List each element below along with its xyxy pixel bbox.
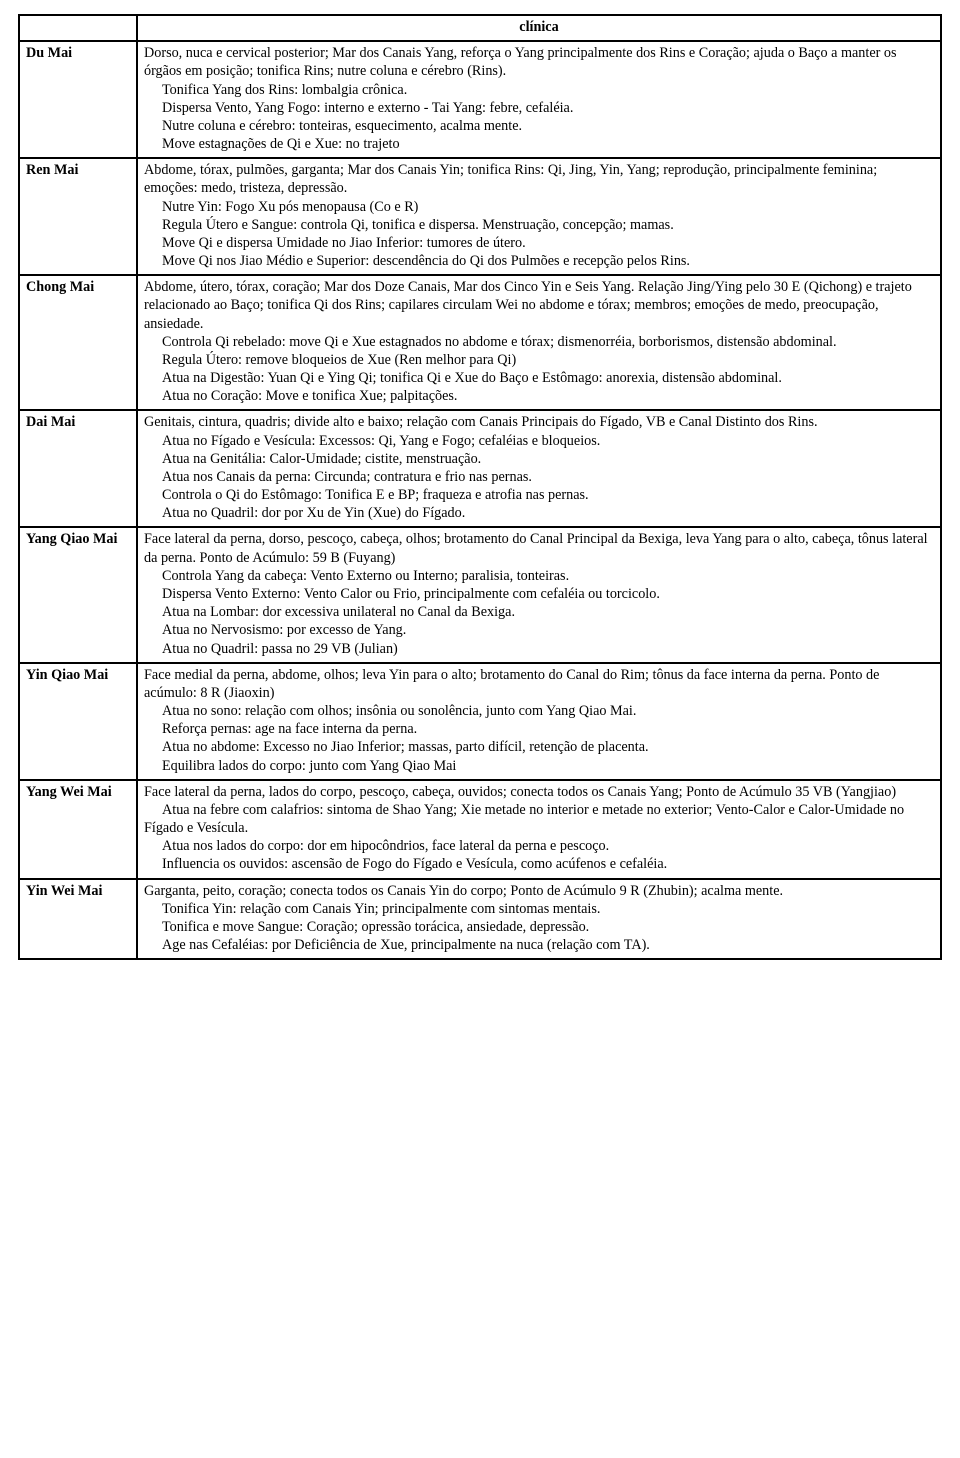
description-line: Atua no abdome: Excesso no Jiao Inferior… xyxy=(144,738,934,756)
description-line: Controla o Qi do Estômago: Tonifica E e … xyxy=(144,486,934,504)
description-line: Face medial da perna, abdome, olhos; lev… xyxy=(144,666,934,702)
description-line: Atua no Fígado e Vesícula: Excessos: Qi,… xyxy=(144,432,934,450)
table-row: Yang Wei Mai Face lateral da perna, lados… xyxy=(19,780,941,879)
description-line: Influencia os ouvidos: ascensão de Fogo … xyxy=(144,855,934,873)
row-name: Chong Mai xyxy=(19,275,137,410)
description-line: Face lateral da perna, dorso, pescoço, c… xyxy=(144,530,934,566)
row-name: Yin Wei Mai xyxy=(19,879,137,960)
description-line: Nutre coluna e cérebro: tonteiras, esque… xyxy=(144,117,934,135)
description-line: Genitais, cintura, quadris; divide alto … xyxy=(144,413,934,431)
description-line: Abdome, útero, tórax, coração; Mar dos D… xyxy=(144,278,934,333)
row-description: Face medial da perna, abdome, olhos; lev… xyxy=(137,663,941,780)
table-row: Yin Wei Mai Garganta, peito, coração; con… xyxy=(19,879,941,960)
row-name: Dai Mai xyxy=(19,410,137,527)
row-name: Ren Mai xyxy=(19,158,137,275)
description-line: Move estagnações de Qi e Xue: no trajeto xyxy=(144,135,934,153)
description-line: Dispersa Vento Externo: Vento Calor ou F… xyxy=(144,585,934,603)
description-line: Atua no Quadril: dor por Xu de Yin (Xue)… xyxy=(144,504,934,522)
row-description: Dorso, nuca e cervical posterior; Mar do… xyxy=(137,41,941,158)
description-line: Regula Útero: remove bloqueios de Xue (R… xyxy=(144,351,934,369)
description-line: Atua na Digestão: Yuan Qi e Ying Qi; ton… xyxy=(144,369,934,387)
description-line: Tonifica e move Sangue: Coração; opressã… xyxy=(144,918,934,936)
description-line: Tonifica Yang dos Rins: lombalgia crônic… xyxy=(144,81,934,99)
table-row: Chong MaiAbdome, útero, tórax, coração; … xyxy=(19,275,941,410)
row-description: Face lateral da perna, dorso, pescoço, c… xyxy=(137,527,941,662)
table-row: Du MaiDorso, nuca e cervical posterior; … xyxy=(19,41,941,158)
row-name: Yin Qiao Mai xyxy=(19,663,137,780)
row-name: Yang Qiao Mai xyxy=(19,527,137,662)
description-line: Move Qi e dispersa Umidade no Jiao Infer… xyxy=(144,234,934,252)
description-line: Face lateral da perna, lados do corpo, p… xyxy=(144,783,934,801)
row-description: Abdome, tórax, pulmões, garganta; Mar do… xyxy=(137,158,941,275)
description-line: Reforça pernas: age na face interna da p… xyxy=(144,720,934,738)
description-line: Dispersa Vento, Yang Fogo: interno e ext… xyxy=(144,99,934,117)
clinica-table: clínica Du MaiDorso, nuca e cervical pos… xyxy=(18,14,942,960)
description-line: Atua na Lombar: dor excessiva unilateral… xyxy=(144,603,934,621)
row-name: Du Mai xyxy=(19,41,137,158)
description-line: Controla Yang da cabeça: Vento Externo o… xyxy=(144,567,934,585)
row-description: Garganta, peito, coração; conecta todos … xyxy=(137,879,941,960)
row-name: Yang Wei Mai xyxy=(19,780,137,879)
row-description: Face lateral da perna, lados do corpo, p… xyxy=(137,780,941,879)
description-line: Atua nos lados do corpo: dor em hipocônd… xyxy=(144,837,934,855)
description-line: Controla Qi rebelado: move Qi e Xue esta… xyxy=(144,333,934,351)
header-col-1 xyxy=(19,15,137,41)
table-row: Ren MaiAbdome, tórax, pulmões, garganta;… xyxy=(19,158,941,275)
table-row: Dai Mai Genitais, cintura, quadris; divid… xyxy=(19,410,941,527)
description-line: Move Qi nos Jiao Médio e Superior: desce… xyxy=(144,252,934,270)
description-line: Abdome, tórax, pulmões, garganta; Mar do… xyxy=(144,161,934,197)
description-line: Dorso, nuca e cervical posterior; Mar do… xyxy=(144,44,934,80)
description-line: Equilibra lados do corpo: junto com Yang… xyxy=(144,757,934,775)
description-line: Tonifica Yin: relação com Canais Yin; pr… xyxy=(144,900,934,918)
row-description: Genitais, cintura, quadris; divide alto … xyxy=(137,410,941,527)
description-line: Atua na febre com calafrios: sintoma de … xyxy=(144,801,934,837)
description-line: Atua no Coração: Move e tonifica Xue; pa… xyxy=(144,387,934,405)
description-line: Age nas Cefaléias: por Deficiência de Xu… xyxy=(144,936,934,954)
row-description: Abdome, útero, tórax, coração; Mar dos D… xyxy=(137,275,941,410)
description-line: Nutre Yin: Fogo Xu pós menopausa (Co e R… xyxy=(144,198,934,216)
table-row: Yang Qiao MaiFace lateral da perna, dors… xyxy=(19,527,941,662)
description-line: Atua no sono: relação com olhos; insônia… xyxy=(144,702,934,720)
description-line: Atua nos Canais da perna: Circunda; cont… xyxy=(144,468,934,486)
header-col-2: clínica xyxy=(137,15,941,41)
description-line: Atua na Genitália: Calor-Umidade; cistit… xyxy=(144,450,934,468)
description-line: Atua no Quadril: passa no 29 VB (Julian) xyxy=(144,640,934,658)
description-line: Regula Útero e Sangue: controla Qi, toni… xyxy=(144,216,934,234)
table-row: Yin Qiao MaiFace medial da perna, abdome… xyxy=(19,663,941,780)
description-line: Atua no Nervosismo: por excesso de Yang. xyxy=(144,621,934,639)
table-header-row: clínica xyxy=(19,15,941,41)
description-line: Garganta, peito, coração; conecta todos … xyxy=(144,882,934,900)
